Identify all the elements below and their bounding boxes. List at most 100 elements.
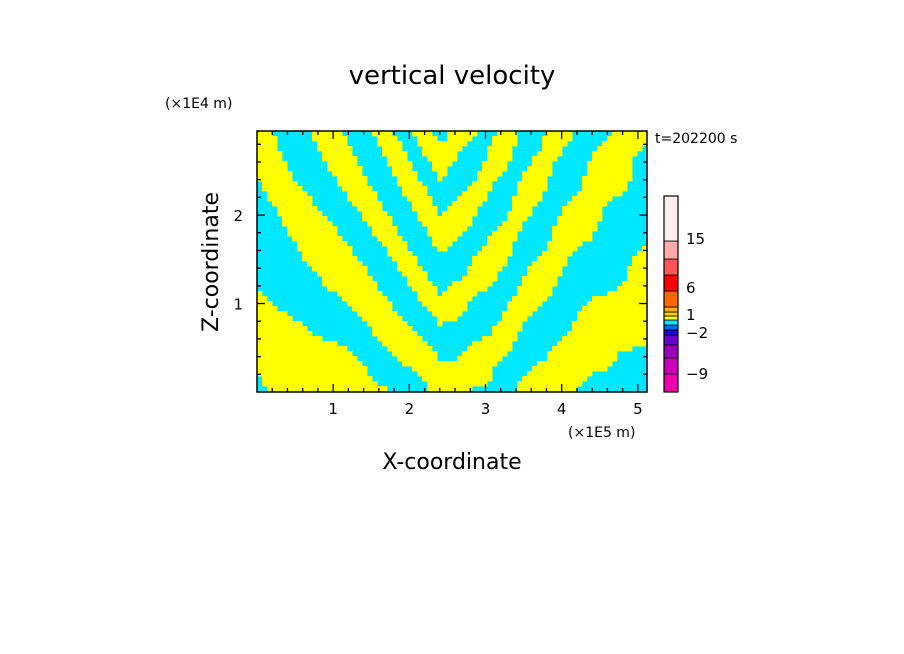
field-cell bbox=[592, 196, 598, 202]
field-cell bbox=[632, 276, 638, 282]
field-cell bbox=[457, 386, 463, 392]
field-cell bbox=[387, 141, 393, 147]
field-cell bbox=[497, 241, 503, 247]
field-cell bbox=[512, 311, 518, 317]
field-cell bbox=[507, 316, 513, 322]
field-cell bbox=[437, 316, 443, 322]
field-cell bbox=[592, 326, 598, 332]
field-cell bbox=[622, 336, 628, 342]
field-cell bbox=[392, 236, 398, 242]
field-cell bbox=[437, 171, 443, 177]
field-cell bbox=[422, 376, 428, 382]
field-cell bbox=[327, 261, 333, 267]
field-cell bbox=[482, 286, 488, 292]
field-cell bbox=[322, 376, 328, 382]
field-cell bbox=[277, 311, 283, 317]
field-cell bbox=[357, 166, 363, 172]
field-cell bbox=[277, 176, 283, 182]
colorbar-level bbox=[663, 319, 679, 326]
field-cell bbox=[482, 266, 488, 272]
field-cell bbox=[542, 251, 548, 257]
field-cell bbox=[357, 296, 363, 302]
field-cell bbox=[612, 336, 618, 342]
field-cell bbox=[502, 161, 508, 167]
field-cell bbox=[387, 331, 393, 337]
field-cell bbox=[512, 316, 518, 322]
field-cell bbox=[267, 186, 273, 192]
field-cell bbox=[592, 356, 598, 362]
field-cell bbox=[382, 336, 388, 342]
field-cell bbox=[347, 146, 353, 152]
field-cell bbox=[592, 306, 598, 312]
field-cell bbox=[427, 356, 433, 362]
field-cell bbox=[532, 386, 538, 392]
field-cell bbox=[592, 156, 598, 162]
colorbar-level bbox=[663, 240, 679, 260]
field-cell bbox=[522, 191, 528, 197]
field-cell bbox=[597, 356, 603, 362]
field-cell bbox=[602, 181, 608, 187]
field-cell bbox=[587, 301, 593, 307]
field-cell bbox=[607, 311, 613, 317]
field-cell bbox=[622, 291, 628, 297]
field-cell bbox=[297, 331, 303, 337]
field-cell bbox=[302, 336, 308, 342]
field-cell bbox=[437, 246, 443, 252]
field-cell bbox=[297, 346, 303, 352]
field-cell bbox=[317, 256, 323, 262]
field-cell bbox=[487, 251, 493, 257]
field-cell bbox=[352, 256, 358, 262]
field-cell bbox=[272, 311, 278, 317]
field-cell bbox=[267, 386, 273, 392]
field-cell bbox=[327, 231, 333, 237]
field-cell bbox=[287, 321, 293, 327]
field-cell bbox=[397, 236, 403, 242]
colorbar-level bbox=[663, 258, 679, 276]
field-cell bbox=[527, 266, 533, 272]
field-cell bbox=[552, 131, 558, 137]
field-cell bbox=[547, 256, 553, 262]
field-cell bbox=[417, 341, 423, 347]
field-cell bbox=[542, 296, 548, 302]
field-cell bbox=[292, 186, 298, 192]
field-cell bbox=[587, 191, 593, 197]
field-cell bbox=[497, 346, 503, 352]
field-cell bbox=[607, 361, 613, 367]
field-cell bbox=[542, 371, 548, 377]
field-cell bbox=[317, 251, 323, 257]
field-cell bbox=[562, 261, 568, 267]
field-cell bbox=[342, 141, 348, 147]
field-cell bbox=[322, 341, 328, 347]
field-cell bbox=[332, 386, 338, 392]
field-cell bbox=[502, 331, 508, 337]
field-cell bbox=[327, 341, 333, 347]
field-cell bbox=[407, 191, 413, 197]
field-cell bbox=[467, 346, 473, 352]
field-cell bbox=[462, 201, 468, 207]
field-cell bbox=[392, 316, 398, 322]
field-cell bbox=[552, 141, 558, 147]
field-cell bbox=[397, 161, 403, 167]
field-cell bbox=[437, 151, 443, 157]
field-cell bbox=[587, 161, 593, 167]
field-cell bbox=[287, 386, 293, 392]
field-cell bbox=[517, 186, 523, 192]
field-cell bbox=[422, 136, 428, 142]
field-cell bbox=[587, 336, 593, 342]
field-cell bbox=[442, 301, 448, 307]
field-cell bbox=[637, 331, 643, 337]
field-cell bbox=[287, 336, 293, 342]
field-cell bbox=[352, 166, 358, 172]
field-cell bbox=[317, 146, 323, 152]
field-cell bbox=[347, 166, 353, 172]
field-cell bbox=[577, 191, 583, 197]
field-cell bbox=[287, 351, 293, 357]
field-cell bbox=[602, 156, 608, 162]
field-cell bbox=[262, 361, 268, 367]
field-cell bbox=[622, 161, 628, 167]
field-cell bbox=[377, 336, 383, 342]
field-cell bbox=[627, 346, 633, 352]
colorbar-level bbox=[663, 329, 679, 336]
field-cell bbox=[462, 306, 468, 312]
field-cell bbox=[357, 306, 363, 312]
